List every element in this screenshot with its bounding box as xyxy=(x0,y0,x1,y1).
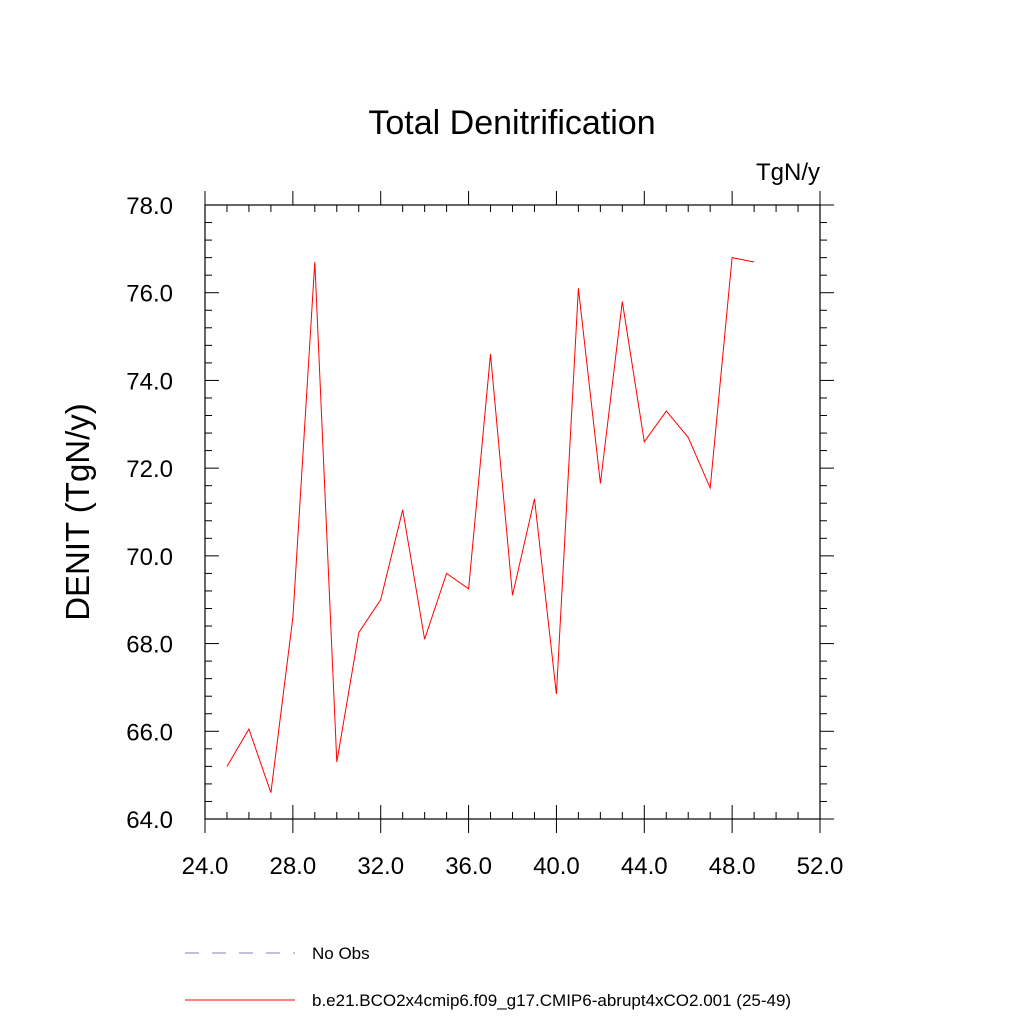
legend: No Obs b.e21.BCO2x4cmip6.f09_g17.CMIP6-ab… xyxy=(185,944,791,1010)
x-tick-label: 24.0 xyxy=(182,853,229,880)
x-tick-label: 36.0 xyxy=(445,853,492,880)
legend-label: No Obs xyxy=(312,944,370,963)
y-tick-label: 74.0 xyxy=(126,368,173,395)
x-tick-label: 28.0 xyxy=(269,853,316,880)
y-tick-label: 70.0 xyxy=(126,544,173,571)
x-tick-label: 44.0 xyxy=(621,853,668,880)
y-tick-label: 66.0 xyxy=(126,719,173,746)
x-tick-label: 48.0 xyxy=(709,853,756,880)
series-lines xyxy=(226,257,755,793)
chart-title: Total Denitrification xyxy=(368,104,655,142)
axis-tick-labels: 24.0 28.0 32.0 36.0 40.0 44.0 48.0 52.0 64.0 66.0… xyxy=(126,193,843,880)
y-tick-label: 68.0 xyxy=(126,632,173,659)
y-tick-label: 76.0 xyxy=(126,281,173,308)
units-label: TgN/y xyxy=(756,159,820,186)
y-tick-label: 72.0 xyxy=(126,456,173,483)
x-tick-label: 32.0 xyxy=(357,853,404,880)
y-tick-label: 78.0 xyxy=(126,193,173,220)
plot-frame xyxy=(204,204,821,820)
series-line xyxy=(226,257,755,793)
y-tick-label: 64.0 xyxy=(126,807,173,834)
x-tick-label: 40.0 xyxy=(533,853,580,880)
x-tick-label: 52.0 xyxy=(797,853,844,880)
y-axis-label: DENIT (TgN/y) xyxy=(59,403,96,621)
legend-label: b.e21.BCO2x4cmip6.f09_g17.CMIP6-abrupt4x… xyxy=(312,991,791,1010)
